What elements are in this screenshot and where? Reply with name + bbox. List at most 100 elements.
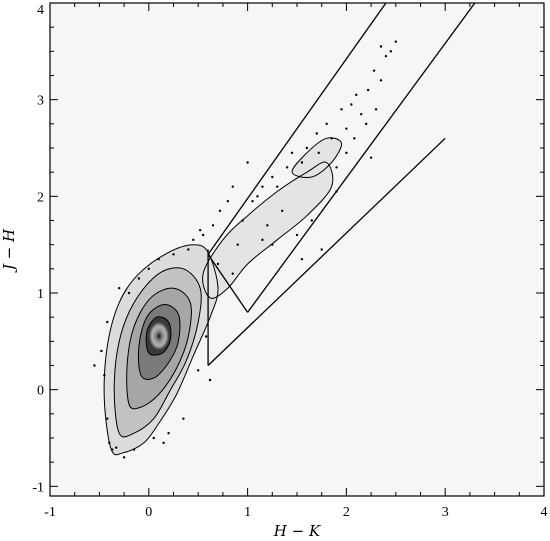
band-fill-1	[202, 162, 333, 299]
scatter-point	[353, 137, 356, 140]
density-contours	[103, 244, 219, 456]
scatter-point	[152, 436, 155, 440]
band-contour-1	[202, 161, 334, 299]
scatter-point	[285, 166, 289, 169]
x-tick-label: 1	[244, 505, 251, 520]
x-axis-title: H − K	[273, 522, 321, 540]
y-tick-label: 2	[37, 190, 44, 205]
scatter-point	[231, 185, 234, 188]
x-tick-label: 0	[145, 505, 152, 520]
scatter-point	[204, 335, 208, 338]
scatter-point	[157, 257, 160, 261]
scatter-point	[93, 364, 96, 367]
scatter-point	[295, 233, 299, 237]
y-axis-title: J − H	[0, 228, 18, 273]
scatter-point	[127, 291, 131, 295]
scatter-point	[201, 233, 205, 237]
band-left-boundary	[207, 2, 387, 255]
scatter-point	[379, 45, 383, 48]
scatter-point	[300, 161, 304, 164]
scatter-point	[208, 378, 212, 382]
scatter-point	[379, 79, 383, 82]
scatter-point	[261, 185, 264, 188]
scatter-point	[394, 40, 397, 43]
y-tick-label: 0	[37, 384, 44, 399]
contour-level-3	[126, 287, 192, 410]
scatter-point	[231, 272, 234, 275]
scatter-point	[364, 122, 368, 126]
scatter-point	[256, 195, 259, 198]
scatter-point	[300, 257, 304, 261]
scatter-point	[261, 238, 264, 242]
scatter-point	[246, 161, 249, 164]
scatter-point	[374, 108, 378, 111]
band-right-boundary	[247, 2, 476, 313]
band-fill-2	[292, 137, 342, 178]
scatter-point	[197, 369, 200, 372]
y-tick-label: 3	[37, 94, 44, 109]
scatter-point	[187, 248, 190, 251]
y-tick-label: -1	[32, 480, 44, 495]
scatter-point	[369, 156, 373, 159]
scatter-point	[317, 151, 320, 155]
contour-level-2	[113, 267, 202, 438]
scatter-point	[350, 103, 353, 106]
scatter-point	[360, 112, 363, 116]
x-tick-label: 2	[343, 505, 350, 520]
scatter-point	[372, 69, 376, 72]
scatter-point	[137, 277, 141, 280]
contour-level-1	[103, 244, 219, 456]
scatter-point	[117, 286, 121, 290]
scatter-point	[315, 132, 318, 135]
scatter-point	[280, 209, 284, 213]
scatter-point	[384, 54, 388, 58]
scatter-point	[325, 122, 328, 126]
scatter-point	[241, 219, 244, 222]
scatter-point	[114, 446, 118, 449]
scatter-point	[147, 267, 150, 271]
axis-ticks	[49, 2, 545, 496]
band-contours	[202, 137, 343, 299]
scatter-point	[345, 151, 348, 155]
x-tick-label: -1	[44, 505, 56, 520]
scatter-point	[100, 349, 103, 353]
scatter-point	[162, 441, 165, 445]
contour-level-5	[145, 316, 172, 356]
x-tick-label: 4	[541, 505, 548, 520]
scatter-point	[106, 320, 109, 324]
reference-lines	[207, 2, 476, 366]
scatter-point	[305, 146, 309, 150]
scatter-point	[266, 224, 269, 227]
scatter-point	[106, 417, 109, 420]
scatter-point	[218, 209, 222, 213]
x-tick-labels: -1 0 1 2 3 4	[44, 505, 547, 520]
scatter-point	[167, 431, 170, 435]
y-tick-label: 4	[37, 3, 44, 18]
scatter-point	[271, 243, 274, 246]
scatter-point	[192, 238, 195, 242]
scatter-point	[340, 108, 343, 111]
scatter-point	[276, 185, 279, 188]
scatter-point	[366, 88, 370, 92]
scatter-point	[211, 224, 215, 227]
cross-segment	[207, 253, 249, 313]
scatter-point	[226, 199, 230, 203]
band-lower-boundary	[207, 137, 446, 366]
y-tick-labels: -1 0 1 2 3 4	[32, 3, 44, 495]
scatter-point	[355, 93, 358, 97]
scatter-point	[345, 127, 348, 130]
scatter-point	[330, 137, 333, 140]
scatter-point	[271, 175, 274, 179]
density-core	[149, 322, 170, 351]
scatter-point	[132, 448, 136, 451]
x-tick-label: 3	[442, 505, 449, 520]
scatter-point	[182, 417, 185, 420]
scatter-point	[172, 253, 175, 256]
y-tick-label: 1	[37, 287, 44, 302]
scatter-point	[320, 248, 323, 251]
scatter-point	[103, 373, 106, 377]
scatter-point	[251, 199, 254, 203]
scatter-points	[93, 40, 397, 459]
scatter-point	[216, 262, 220, 266]
